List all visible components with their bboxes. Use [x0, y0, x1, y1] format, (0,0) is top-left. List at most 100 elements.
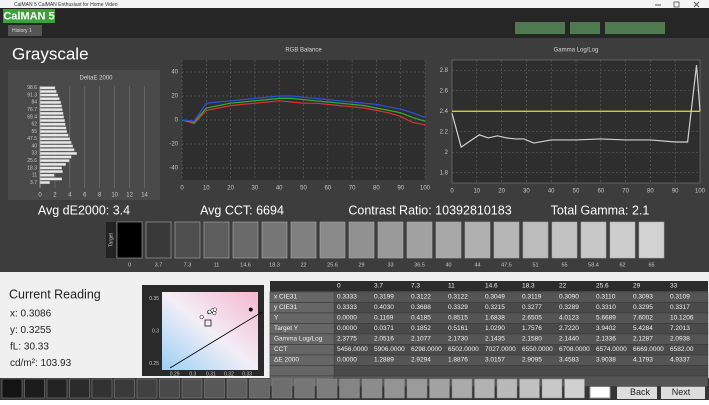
bar: [39, 119, 65, 123]
table-cell: 2.1580: [522, 336, 542, 343]
table-cell: 1.8876: [448, 357, 468, 364]
swatch: [377, 221, 404, 259]
series-line: [181, 95, 426, 122]
table-cell: 7027.0000: [485, 346, 516, 353]
swatch-label: 22: [300, 262, 306, 268]
section-title: Grayscale: [12, 44, 89, 63]
swatch: [232, 221, 259, 259]
table-cell: 0.3289: [559, 304, 579, 311]
y-tick-label: 25.6: [27, 158, 37, 164]
column-header: 7.3: [411, 283, 420, 290]
table-cell: 0.5161: [448, 325, 468, 332]
swatch-label: 7.3: [184, 262, 192, 268]
swatch-label: 65: [648, 262, 654, 268]
back-label: Back: [630, 387, 651, 397]
table-cell: 6574.0000: [596, 346, 627, 353]
swatch: [464, 221, 491, 259]
strip-swatch: [294, 378, 315, 399]
strip-swatch: [46, 378, 68, 399]
swatch-label: 33: [387, 262, 393, 268]
column-header: 29: [633, 283, 641, 290]
x-tick-label: 40: [548, 189, 555, 195]
series-line: [181, 100, 426, 126]
bar: [39, 122, 66, 126]
column-header: 33: [670, 283, 678, 290]
table-cell: 4.0123: [559, 315, 579, 322]
tab-label: History 1: [12, 28, 32, 34]
stat: Avg CCT: 6694: [200, 203, 284, 217]
x-tick-label: 80: [373, 186, 380, 192]
column-header: 3.7: [374, 283, 383, 290]
swatch: [551, 221, 578, 259]
next-button[interactable]: [661, 385, 705, 399]
table-cell: 0.3333: [337, 294, 357, 301]
table-cell: 3.9038: [596, 357, 616, 364]
toolbar-button[interactable]: [515, 22, 565, 34]
bar: [39, 144, 74, 148]
point: [199, 314, 204, 320]
strip-swatch: [271, 378, 293, 399]
swatch: [203, 221, 230, 259]
swatch: [406, 221, 433, 259]
strip-swatch: [384, 378, 405, 399]
swatch-label: 25.6: [327, 262, 338, 268]
strip-swatch: [114, 378, 135, 399]
table-cell: 0.3122: [448, 294, 468, 301]
table-cell: 3.0157: [485, 357, 505, 364]
back-button[interactable]: [617, 385, 657, 399]
table-cell: 10.1206: [670, 315, 694, 322]
table-cell: 4.9337: [670, 357, 690, 364]
table-cell: 0.0371: [374, 325, 394, 332]
swatch: [609, 221, 636, 259]
bar: [39, 151, 77, 155]
y-tick-label: 98.6: [27, 85, 37, 91]
x-tick-label: 80: [647, 189, 654, 195]
table-cell: 2.1077: [411, 336, 431, 343]
table-cell: 0.3049: [485, 294, 505, 301]
swatch: [290, 221, 317, 259]
strip-swatch: [24, 378, 45, 399]
strip-swatch: [564, 378, 585, 399]
x-tick-label: 0.31: [206, 371, 216, 377]
y-tick-label: 69.4: [27, 114, 37, 120]
toolbar-button[interactable]: [570, 22, 600, 34]
swatch: [493, 221, 520, 259]
toolbar: [0, 8, 709, 38]
swatch-label: 18.3: [269, 262, 280, 268]
bar: [39, 141, 72, 144]
x-tick-label: 70: [349, 186, 356, 192]
toolbar-button[interactable]: [605, 22, 665, 34]
table-cell: 0.3310: [596, 304, 616, 311]
title-bar: [0, 0, 709, 8]
y-tick-label: 20: [171, 94, 178, 100]
bar: [39, 148, 75, 152]
y-tick-label: 91.3: [27, 92, 37, 98]
table-cell: 7.2013: [670, 325, 690, 332]
table-cell: 5.4284: [633, 325, 653, 332]
table-cell: 2.7220: [559, 325, 579, 332]
close-button[interactable]: [693, 1, 700, 8]
row-header-cell: [269, 312, 335, 324]
maximize-button[interactable]: [673, 1, 680, 8]
reading-line: cd/m²: 103.93: [10, 358, 72, 369]
logo[interactable]: [3, 9, 55, 23]
tab[interactable]: [8, 25, 42, 36]
table-cell: 0.3119: [522, 294, 542, 301]
bar: [39, 130, 68, 133]
bar: [39, 86, 56, 90]
chart-panel: [8, 70, 160, 200]
bar: [39, 108, 63, 112]
stat: Contrast Ratio: 10392810183: [348, 203, 511, 217]
bar: [39, 177, 63, 181]
swatch-label: 55: [561, 262, 567, 268]
bar: [39, 166, 62, 170]
swatch: [580, 221, 607, 259]
stat: Avg dE2000: 3.4: [38, 203, 130, 217]
table-cell: 0.3093: [633, 294, 653, 301]
bar: [39, 181, 50, 184]
table-cell: 1.2889: [374, 357, 394, 364]
table-cell: 3.9402: [596, 325, 616, 332]
table-cell: 0.0000: [337, 325, 357, 332]
table-cell: 0.3688: [411, 304, 431, 311]
